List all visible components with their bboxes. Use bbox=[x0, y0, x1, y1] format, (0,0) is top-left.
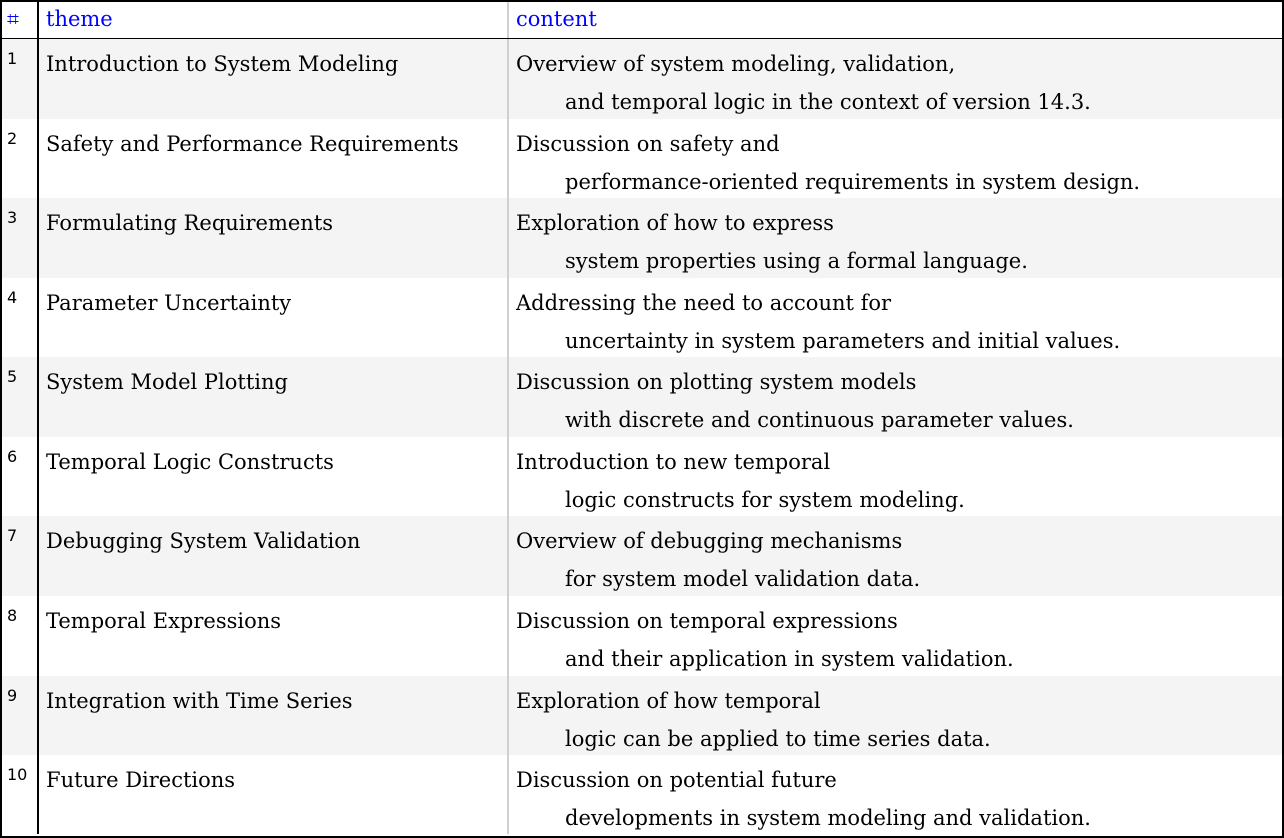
row-index: 5 bbox=[2, 357, 39, 437]
row-content: Addressing the need to account for uncert… bbox=[509, 278, 1282, 357]
table-row[interactable]: 1 Introduction to System Modeling Overview… bbox=[2, 39, 1282, 119]
row-content: Overview of debugging mechanisms for syst… bbox=[509, 516, 1282, 596]
content-line-1: Overview of debugging mechanisms bbox=[516, 529, 903, 553]
content-line-1: Exploration of how to express bbox=[516, 211, 834, 235]
row-theme: Safety and Performance Requirements bbox=[39, 119, 509, 198]
table-row[interactable]: 2 Safety and Performance Requirements Disc… bbox=[2, 119, 1282, 198]
content-line-2: for system model validation data. bbox=[565, 567, 921, 591]
content-line-2: and temporal logic in the context of ver… bbox=[565, 90, 1091, 114]
table-row[interactable]: 5 System Model Plotting Discussion on plot… bbox=[2, 357, 1282, 437]
content-line-2: system properties using a formal languag… bbox=[565, 249, 1028, 273]
row-index: 3 bbox=[2, 198, 39, 278]
row-index: 7 bbox=[2, 516, 39, 596]
header-index[interactable]: ⌗ bbox=[2, 2, 39, 38]
header-theme[interactable]: theme bbox=[39, 2, 509, 38]
table-row[interactable]: 9 Integration with Time Series Exploration… bbox=[2, 676, 1282, 755]
row-content: Discussion on potential future developmen… bbox=[509, 755, 1282, 834]
content-line-2: developments in system modeling and vali… bbox=[565, 806, 1091, 830]
content-line-2: performance-oriented requirements in sys… bbox=[565, 170, 1141, 194]
row-theme: Introduction to System Modeling bbox=[39, 39, 509, 119]
row-index: 10 bbox=[2, 755, 39, 834]
table-row[interactable]: 4 Parameter Uncertainty Addressing the nee… bbox=[2, 278, 1282, 357]
table-row[interactable]: 8 Temporal Expressions Discussion on tempo… bbox=[2, 596, 1282, 676]
content-line-1: Discussion on temporal expressions bbox=[516, 609, 898, 633]
content-line-1: Discussion on plotting system models bbox=[516, 370, 917, 394]
content-line-1: Exploration of how temporal bbox=[516, 689, 821, 713]
table-row[interactable]: 10 Future Directions Discussion on potenti… bbox=[2, 755, 1282, 834]
row-theme: System Model Plotting bbox=[39, 357, 509, 437]
row-theme: Integration with Time Series bbox=[39, 676, 509, 755]
header-content[interactable]: content bbox=[516, 7, 597, 31]
content-line-1: Discussion on safety and bbox=[516, 132, 780, 156]
row-index: 8 bbox=[2, 596, 39, 676]
row-index: 1 bbox=[2, 39, 39, 119]
content-line-1: Overview of system modeling, validation, bbox=[516, 52, 956, 76]
content-line-2: logic constructs for system modeling. bbox=[565, 488, 965, 512]
row-content: Discussion on safety and performance-orie… bbox=[509, 119, 1282, 198]
row-theme: Debugging System Validation bbox=[39, 516, 509, 596]
content-line-2: uncertainty in system parameters and ini… bbox=[565, 329, 1121, 353]
table-row[interactable]: 6 Temporal Logic Constructs Introduction t… bbox=[2, 437, 1282, 516]
content-line-1: Addressing the need to account for bbox=[516, 291, 892, 315]
row-theme: Temporal Expressions bbox=[39, 596, 509, 676]
content-line-1: Discussion on potential future bbox=[516, 768, 837, 792]
row-theme: Formulating Requirements bbox=[39, 198, 509, 278]
row-index: 9 bbox=[2, 676, 39, 755]
row-content: Discussion on plotting system models with… bbox=[509, 357, 1282, 437]
row-content: Introduction to new temporal logic constr… bbox=[509, 437, 1282, 516]
row-index: 2 bbox=[2, 119, 39, 198]
row-content: Exploration of how to express system prop… bbox=[509, 198, 1282, 278]
table-header: ⌗ theme content bbox=[2, 2, 1282, 40]
content-line-2: with discrete and continuous parameter v… bbox=[565, 408, 1074, 432]
table-row[interactable]: 3 Formulating Requirements Exploration of … bbox=[2, 198, 1282, 278]
row-index: 4 bbox=[2, 278, 39, 357]
row-theme: Future Directions bbox=[39, 755, 509, 834]
table-row[interactable]: 7 Debugging System Validation Overview of … bbox=[2, 516, 1282, 596]
row-content: Exploration of how temporal logic can be … bbox=[509, 676, 1282, 755]
row-content: Overview of system modeling, validation,… bbox=[509, 39, 1282, 119]
content-line-2: and their application in system validati… bbox=[565, 647, 1014, 671]
row-index: 6 bbox=[2, 437, 39, 516]
row-content: Discussion on temporal expressions and th… bbox=[509, 596, 1282, 676]
content-line-2: logic can be applied to time series data… bbox=[565, 727, 991, 751]
content-line-1: Introduction to new temporal bbox=[516, 450, 831, 474]
row-theme: Temporal Logic Constructs bbox=[39, 437, 509, 516]
row-theme: Parameter Uncertainty bbox=[39, 278, 509, 357]
